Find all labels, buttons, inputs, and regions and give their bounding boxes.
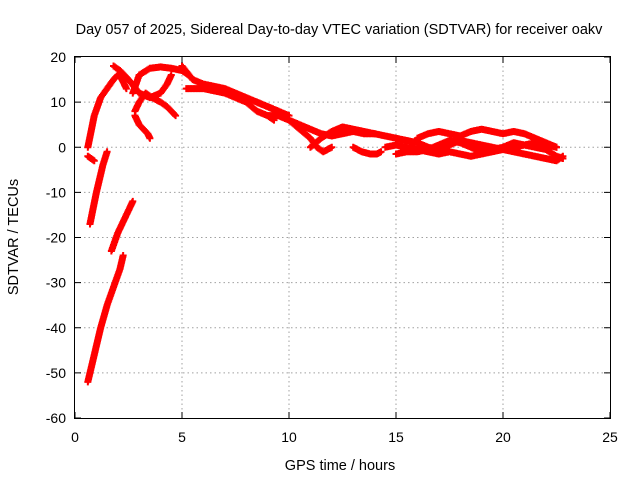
y-tick-label: -40 bbox=[46, 320, 66, 336]
series-arc-2 bbox=[86, 148, 111, 228]
data-point bbox=[377, 148, 385, 156]
y-tick-label: -10 bbox=[46, 184, 66, 200]
x-tick-label: 10 bbox=[281, 429, 297, 445]
x-tick-label: 0 bbox=[71, 429, 79, 445]
data-point bbox=[146, 134, 154, 142]
series-arc-17 bbox=[413, 125, 560, 151]
series-arc-19 bbox=[349, 143, 385, 158]
series-arc-8 bbox=[131, 89, 180, 120]
grid-lines bbox=[75, 57, 610, 418]
y-tick-label: -60 bbox=[46, 410, 66, 426]
series-arc-5 bbox=[84, 152, 98, 165]
y-tick-label: 10 bbox=[50, 94, 66, 110]
x-axis-label: GPS time / hours bbox=[285, 458, 395, 474]
y-tick-label: -30 bbox=[46, 275, 66, 291]
series-arc-14 bbox=[306, 123, 379, 151]
series-arc-18 bbox=[381, 141, 567, 165]
y-axis-label: SDTVAR / TECUs bbox=[6, 179, 22, 295]
data-point bbox=[129, 197, 137, 205]
data-point bbox=[119, 252, 127, 260]
data-point bbox=[553, 143, 560, 151]
x-tick-label: 25 bbox=[602, 429, 618, 445]
data-point bbox=[90, 157, 98, 165]
data-point bbox=[171, 111, 179, 119]
data-point bbox=[122, 85, 130, 93]
data-point bbox=[328, 143, 336, 151]
series-arc-1 bbox=[84, 71, 130, 151]
data-point bbox=[167, 71, 175, 79]
chart-title: Day 057 of 2025, Sidereal Day-to-day VTE… bbox=[76, 22, 604, 38]
y-tick-label: 20 bbox=[50, 49, 66, 65]
series-arc-9 bbox=[131, 112, 154, 142]
series-arc-4 bbox=[107, 197, 137, 255]
x-tick-label: 15 bbox=[388, 429, 404, 445]
series-arc-3 bbox=[84, 252, 127, 386]
data-point bbox=[103, 148, 111, 156]
data-point bbox=[559, 152, 567, 160]
x-tick-label: 5 bbox=[178, 429, 186, 445]
axis-ticks: 0 5 10 15 20 25 -60 -50 -40 -30 -20 -10 0 10 20 bbox=[46, 49, 618, 445]
plot-frame bbox=[74, 56, 611, 419]
x-tick-label: 20 bbox=[495, 429, 511, 445]
y-tick-label: -20 bbox=[46, 230, 66, 246]
data-points bbox=[84, 62, 567, 386]
data-point bbox=[172, 112, 180, 120]
y-tick-label: -50 bbox=[46, 365, 66, 381]
y-tick-label: 0 bbox=[58, 139, 66, 155]
